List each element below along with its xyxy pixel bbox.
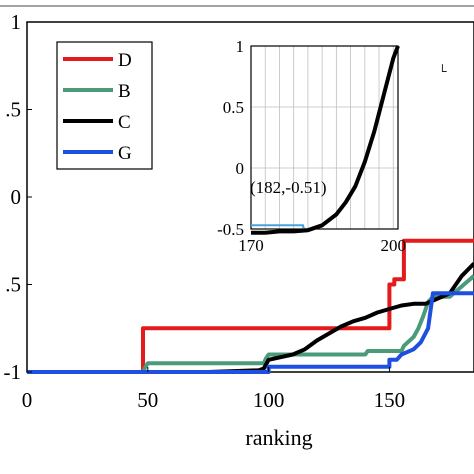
y-tick-label: -1 [4,360,22,384]
inset-y-tick-label: 0 [236,159,245,178]
inset-x-tick-label: 170 [238,236,264,255]
x-tick-label: 100 [253,388,285,412]
inset-series-line-black [251,45,400,235]
legend-label-d: D [118,50,132,71]
x-axis-label: ranking [245,425,312,450]
series-line-d [27,238,474,374]
inset-y-tick-label: -0.5 [217,220,244,239]
x-tick-label: 50 [137,388,158,412]
inset-y-tick-label: 1 [236,37,245,56]
y-tick-label: 1 [11,10,22,34]
y-tick-label: .5 [5,273,21,297]
y-tick-label: .5 [5,98,21,122]
series-line-b [27,274,474,374]
inset-background [251,46,398,229]
legend-label-g: G [118,143,132,164]
legend-label-c: C [118,112,131,133]
legend-label-b: B [118,81,131,102]
legend-box [56,41,153,170]
main-series-group [27,238,474,374]
series-line-c [27,262,474,374]
inset-x-tick-label: 200 [381,236,407,255]
inset-y-tick-label: 0.5 [223,98,244,117]
stray-mark: └ [438,64,447,78]
inset-annotation: (182,-0.51) [250,178,326,197]
y-tick-label: 0 [11,185,22,209]
inset-chart: 170 200 1 0.5 0 -0.5 (182,-0.51) [217,37,406,255]
inset-ticks-group: 170 200 1 0.5 0 -0.5 [217,37,406,255]
inset-series-group [251,45,400,235]
inset-plot-frame [250,45,399,230]
x-tick-label: 0 [22,388,33,412]
x-tick-label: 150 [374,388,406,412]
